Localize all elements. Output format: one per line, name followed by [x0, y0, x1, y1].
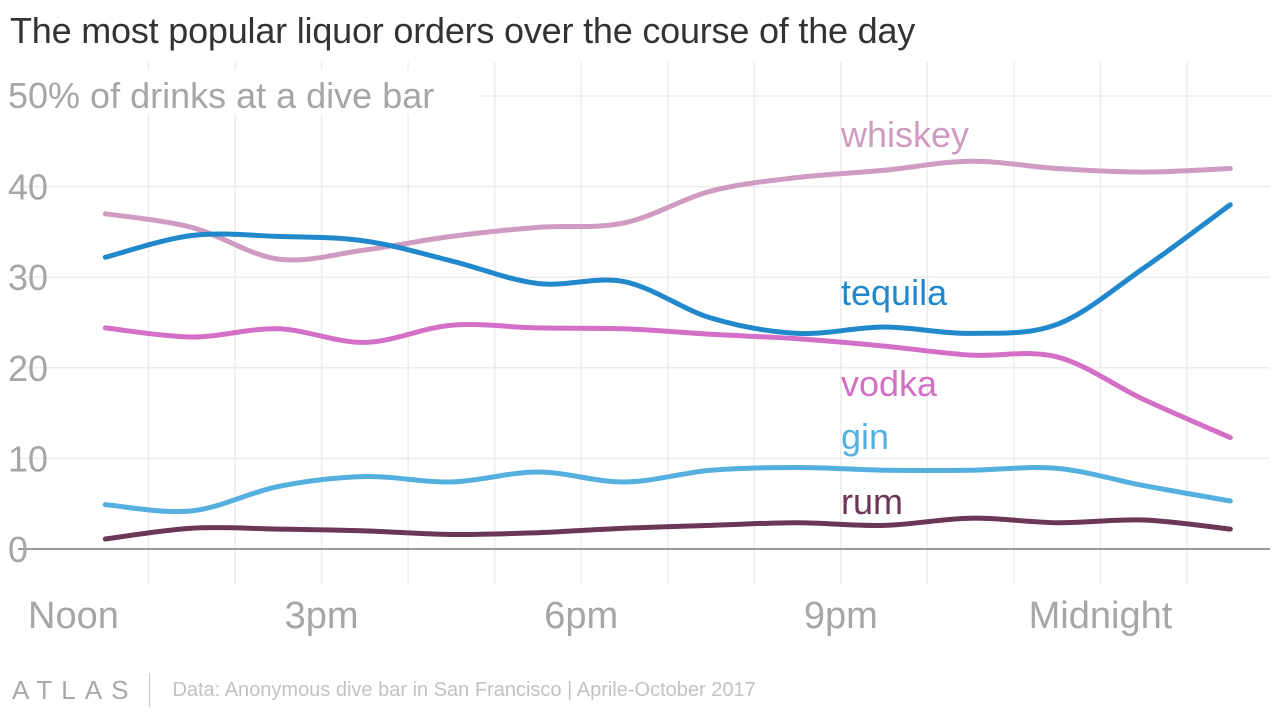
footer: ATLAS Data: Anonymous dive bar in San Fr… — [12, 670, 756, 710]
tequila-line — [102, 202, 1233, 337]
atlas-logo: ATLAS — [12, 674, 138, 705]
rum-line — [102, 515, 1233, 542]
chart-title: The most popular liquor orders over the … — [10, 10, 916, 51]
whiskey-line — [102, 158, 1233, 263]
y-tick-label: 10 — [8, 438, 48, 479]
y-tick-label: 0 — [8, 529, 28, 570]
y-tick-label: 30 — [8, 257, 48, 298]
gridlines — [18, 62, 1270, 584]
rum-label: rum — [841, 481, 903, 522]
x-tick-label: 6pm — [544, 595, 618, 637]
y-top-label: 50% of drinks at a dive bar — [8, 75, 434, 116]
source-note: Data: Anonymous dive bar in San Francisc… — [172, 678, 756, 701]
vodka-label: vodka — [841, 363, 938, 404]
y-tick-label: 20 — [8, 348, 48, 389]
whiskey-label: whiskey — [840, 114, 969, 155]
gin-line — [102, 465, 1233, 515]
footer-divider — [149, 673, 151, 707]
series-lines — [102, 158, 1233, 542]
x-tick-label: Midnight — [1029, 595, 1173, 637]
vodka-line — [102, 322, 1233, 441]
x-tick-label: 3pm — [285, 595, 359, 637]
x-tick-label: Noon — [28, 595, 119, 637]
series-labels: whiskey tequila vodka gin rum — [840, 114, 969, 522]
gin-label: gin — [841, 416, 889, 457]
tequila-label: tequila — [841, 272, 948, 313]
y-tick-label: 40 — [8, 167, 48, 208]
x-tick-label: 9pm — [804, 595, 878, 637]
axes: 0 10 20 30 40 50% of drinks at a dive bar Noon… — [0, 70, 1270, 637]
y-top-label-bg — [0, 70, 482, 114]
